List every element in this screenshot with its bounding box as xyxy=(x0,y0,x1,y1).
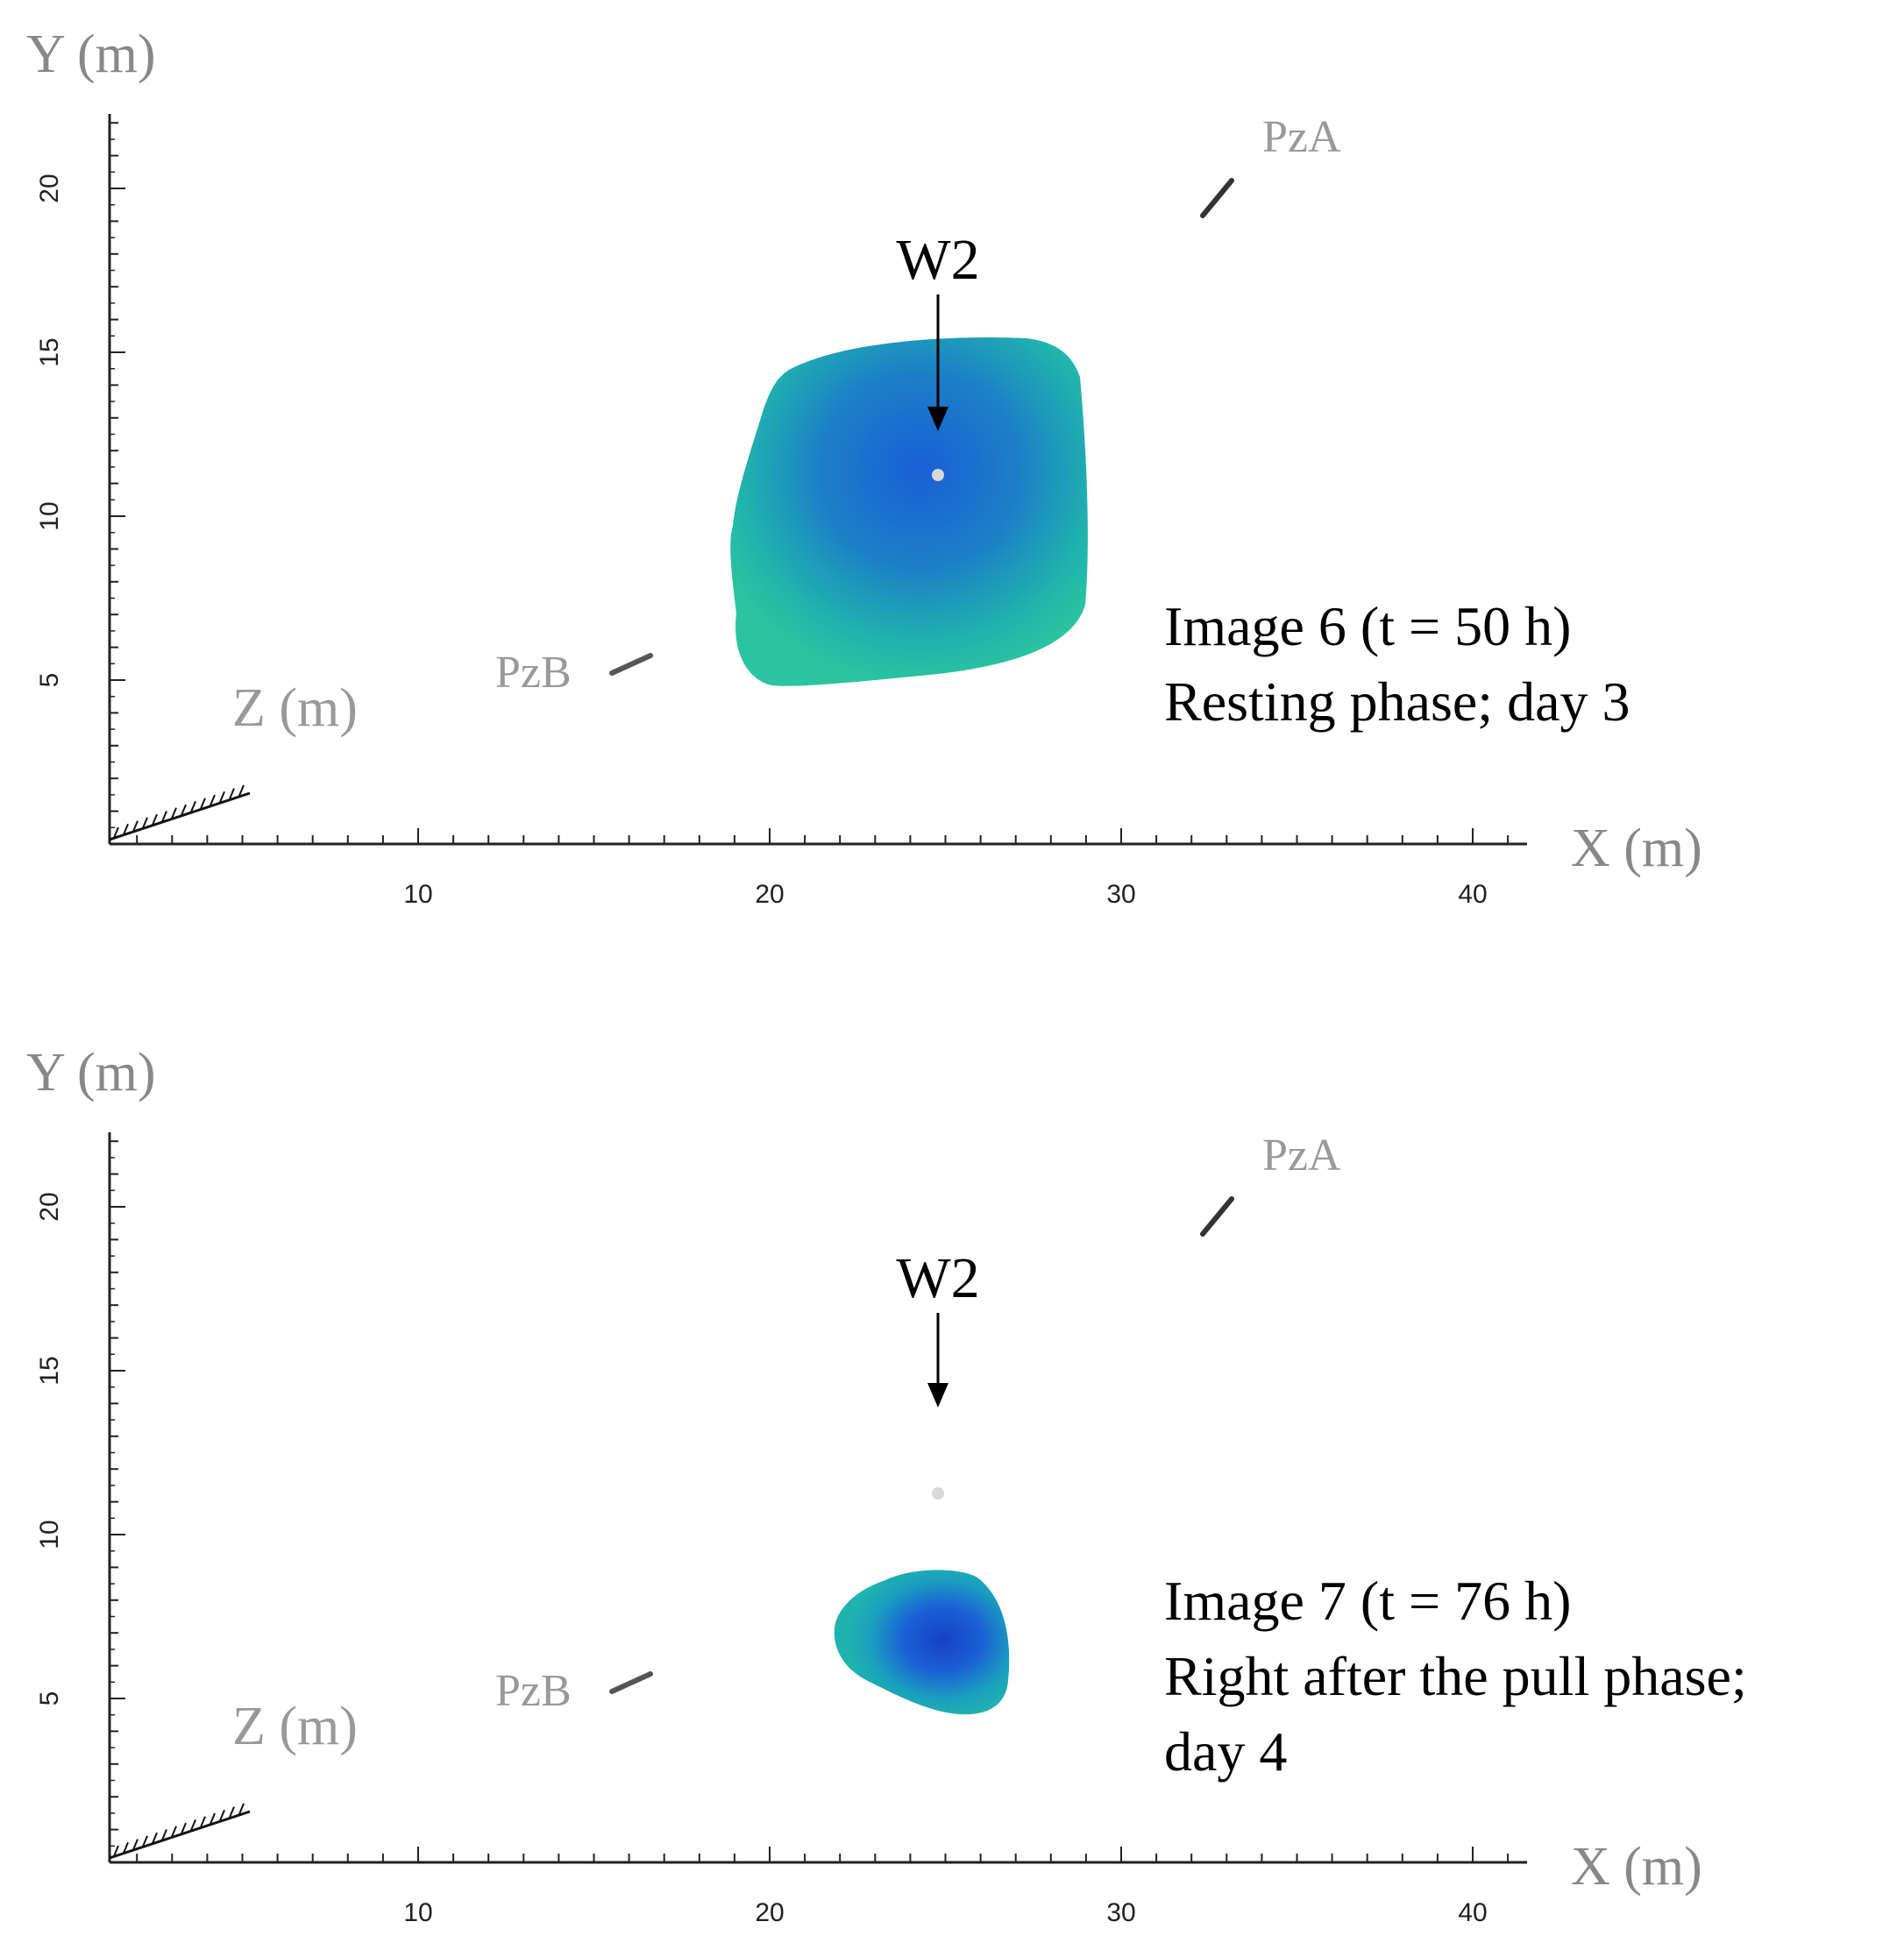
x-tick-label: 10 xyxy=(403,1898,432,1927)
piezometer-b-label: PzB xyxy=(495,648,572,698)
caption-line: Image 6 (t = 50 h) xyxy=(1164,595,1571,657)
caption-line: Right after the pull phase; xyxy=(1164,1645,1747,1707)
well-point xyxy=(932,1487,944,1500)
y-axis-title: Y (m) xyxy=(26,25,156,84)
piezometer-a-marker xyxy=(1200,178,1234,218)
caption-line: Image 7 (t = 76 h) xyxy=(1164,1570,1571,1632)
piezometer-a-label: PzA xyxy=(1262,1131,1341,1181)
panel-image-7: Y (m) 10 20 30 40 20 15 10 5 X (m) Z (m) PzA PzB W2 Im… xyxy=(26,1043,1747,1927)
y-tick-label: 5 xyxy=(35,673,64,688)
y-tick-label: 20 xyxy=(35,174,64,202)
piezometer-a-marker xyxy=(1200,1196,1234,1237)
well-label: W2 xyxy=(896,228,979,292)
piezometer-b-marker xyxy=(609,653,653,676)
piezometer-b-label: PzB xyxy=(495,1666,572,1716)
z-axis xyxy=(109,784,251,841)
axes xyxy=(108,114,1527,846)
x-axis-title: X (m) xyxy=(1571,819,1702,878)
axes xyxy=(108,1132,1527,1864)
x-axis-title: X (m) xyxy=(1571,1837,1702,1897)
x-tick-label: 20 xyxy=(755,880,784,909)
plume-large xyxy=(730,337,1088,686)
well-point xyxy=(932,469,944,481)
x-tick-label: 40 xyxy=(1458,1898,1487,1927)
y-tick-label: 15 xyxy=(35,1356,64,1385)
piezometer-b-marker xyxy=(609,1671,653,1694)
piezometer-a-label: PzA xyxy=(1262,112,1341,162)
x-tick-label: 10 xyxy=(403,880,432,909)
z-axis-title: Z (m) xyxy=(232,1697,358,1756)
caption-line: day 4 xyxy=(1164,1720,1287,1783)
panel-image-6: Y (m) 10 20 30 40 20 15 10 5 X (m) Z (m) PzA PzB W2 Im… xyxy=(26,25,1702,909)
z-axis xyxy=(109,1803,251,1860)
caption-line: Resting phase; day 3 xyxy=(1164,670,1630,733)
y-tick-label: 20 xyxy=(35,1192,64,1221)
y-tick-label: 10 xyxy=(35,501,64,530)
z-axis-title: Z (m) xyxy=(232,678,358,738)
y-tick-label: 10 xyxy=(35,1520,64,1549)
x-tick-label: 40 xyxy=(1458,880,1487,909)
y-axis-title: Y (m) xyxy=(26,1043,156,1103)
well-arrow xyxy=(927,294,948,431)
well-label: W2 xyxy=(896,1246,979,1310)
x-tick-label: 30 xyxy=(1106,1898,1135,1927)
y-tick-label: 5 xyxy=(35,1691,64,1706)
x-tick-label: 30 xyxy=(1106,880,1135,909)
y-tick-label: 15 xyxy=(35,337,64,366)
well-arrow xyxy=(927,1313,948,1408)
x-tick-label: 20 xyxy=(755,1898,784,1927)
plume-small xyxy=(834,1570,1010,1715)
